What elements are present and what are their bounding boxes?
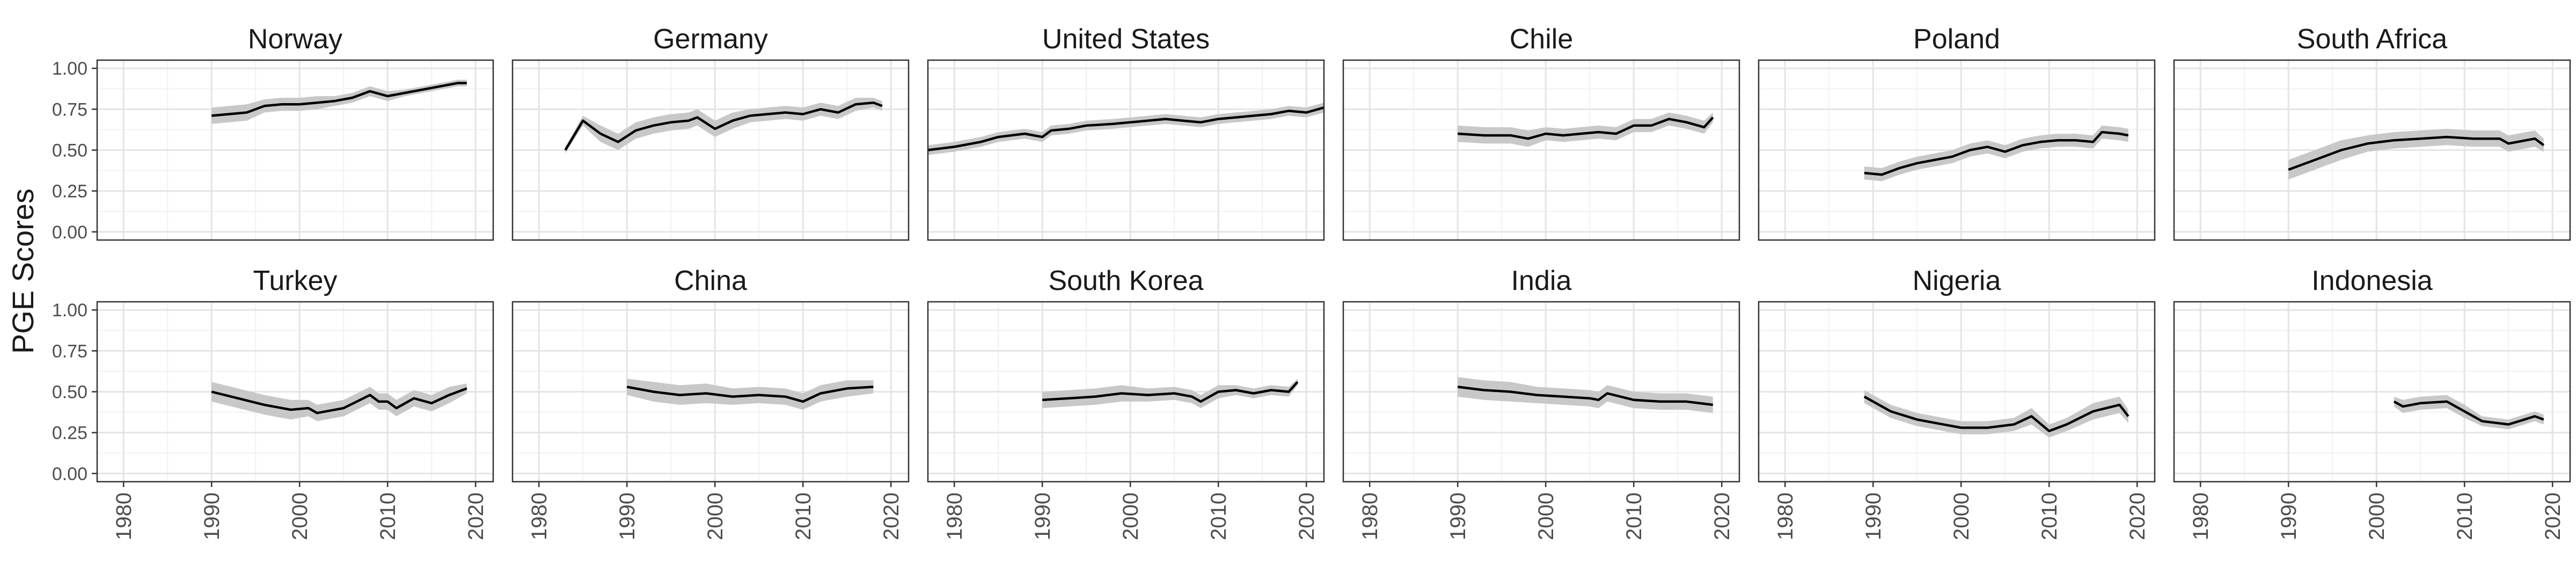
- x-tick-label: 2000: [288, 492, 312, 540]
- x-tick-label: 1990: [1031, 492, 1055, 540]
- panel-title: Indonesia: [2311, 265, 2433, 296]
- y-tick-label: 0.50: [52, 382, 87, 403]
- x-tick-label: 1980: [1774, 492, 1797, 540]
- panel-title: Norway: [248, 24, 342, 55]
- confidence-band: [2288, 128, 2544, 180]
- panel-title: Turkey: [253, 265, 338, 296]
- panel-title: India: [1511, 265, 1572, 296]
- y-axis-label: PGE Scores: [6, 188, 40, 354]
- confidence-band: [627, 379, 874, 410]
- series-line: [626, 386, 874, 403]
- y-tick-label: 0.25: [52, 182, 87, 202]
- x-tick-label: 1980: [1358, 492, 1382, 540]
- panel-border: [927, 59, 1325, 241]
- panel-border: [1758, 59, 2156, 241]
- x-tick-label: 2020: [2126, 492, 2149, 540]
- x-tick-label: 2020: [1710, 492, 1734, 540]
- series-line: [1457, 386, 1714, 407]
- panel-border: [1342, 301, 1740, 483]
- series-line: [927, 106, 1324, 151]
- panel-border: [927, 301, 1325, 483]
- series-line: [2288, 135, 2545, 171]
- x-tick-label: 1990: [616, 492, 639, 540]
- confidence-band: [211, 382, 467, 422]
- panel: South Korea 1980 1990 2000 2010 2020: [927, 265, 1325, 540]
- panel-title: Nigeria: [1913, 265, 2001, 296]
- y-tick-label: 0.00: [52, 222, 87, 243]
- panel-title: United States: [1042, 24, 1210, 55]
- y-tick-label: 1.00: [52, 59, 87, 79]
- panel-border: [2173, 301, 2571, 483]
- x-tick-label: 2020: [1295, 492, 1319, 540]
- x-tick-label: 2010: [1207, 492, 1231, 540]
- panel: Germany: [511, 24, 910, 241]
- x-tick-label: 2010: [2453, 492, 2477, 540]
- panel: South Africa: [2173, 24, 2571, 241]
- x-tick-label: 1990: [2277, 492, 2301, 540]
- y-tick-label: 0.00: [52, 464, 87, 484]
- x-tick-label: 2000: [704, 492, 727, 540]
- confidence-band: [928, 103, 1324, 155]
- panel: United States: [927, 24, 1325, 241]
- x-tick-label: 2010: [1622, 492, 1646, 540]
- panel-border: [511, 301, 910, 483]
- panel: India 1980 1990 2000 2010 2020: [1342, 265, 1740, 540]
- x-tick-label: 1990: [200, 492, 224, 540]
- x-tick-label: 1980: [528, 492, 551, 540]
- y-tick-label: 0.75: [52, 99, 87, 120]
- x-tick-label: 1990: [1446, 492, 1470, 540]
- x-tick-label: 2000: [1534, 492, 1558, 540]
- x-tick-label: 2000: [1950, 492, 1973, 540]
- panel: Indonesia 1980 1990 2000 2010 2020: [2173, 265, 2571, 540]
- series-line: [1458, 117, 1714, 140]
- panel: Poland: [1758, 24, 2156, 241]
- panel-border: [1758, 301, 2156, 483]
- x-tick-label: 2010: [376, 492, 400, 540]
- panel: Chile: [1342, 24, 1740, 241]
- x-tick-label: 2010: [792, 492, 815, 540]
- panel-title: Poland: [1913, 24, 2000, 55]
- panel-border: [511, 59, 910, 241]
- panel-title: South Korea: [1048, 265, 1203, 296]
- series-line: [1863, 395, 2129, 432]
- confidence-band: [1458, 377, 1713, 413]
- y-tick-label: 0.50: [52, 141, 87, 161]
- panel-border: [2173, 59, 2571, 241]
- panel-title: Chile: [1510, 24, 1574, 55]
- x-tick-label: 1990: [1862, 492, 1885, 540]
- panel-border: [1342, 59, 1740, 241]
- panel: Norway 0.00 0.25 0.50 0.75 1.00: [52, 24, 494, 243]
- x-tick-label: 1980: [943, 492, 967, 540]
- panel: Nigeria 1980 1990 2000 2010 2020: [1758, 265, 2156, 540]
- series-line: [211, 82, 467, 117]
- series-line: [564, 101, 883, 151]
- confidence-band: [211, 79, 467, 124]
- panel-title: Germany: [653, 24, 768, 55]
- series-line: [2393, 400, 2544, 426]
- y-tick-label: 0.75: [52, 341, 87, 361]
- panel: China 1980 1990 2000 2010 2020: [511, 265, 910, 540]
- x-tick-label: 2010: [2038, 492, 2061, 540]
- series-line: [1864, 130, 2129, 176]
- x-tick-label: 1980: [2189, 492, 2213, 540]
- panel-title: South Africa: [2297, 24, 2447, 55]
- y-tick-label: 0.25: [52, 423, 87, 444]
- x-tick-label: 1980: [112, 492, 136, 540]
- x-tick-label: 2000: [1119, 492, 1143, 540]
- y-tick-label: 1.00: [52, 300, 87, 321]
- series-line: [1042, 381, 1299, 403]
- x-tick-label: 2020: [2541, 492, 2565, 540]
- panel-title: China: [674, 265, 747, 296]
- x-tick-label: 2020: [880, 492, 903, 540]
- panel: Turkey 0.00 0.25 0.50 0.75 1.00 1980 1990 2000 20…: [52, 265, 494, 540]
- x-tick-label: 2000: [2365, 492, 2389, 540]
- x-tick-label: 2020: [464, 492, 488, 540]
- series-line: [211, 387, 467, 415]
